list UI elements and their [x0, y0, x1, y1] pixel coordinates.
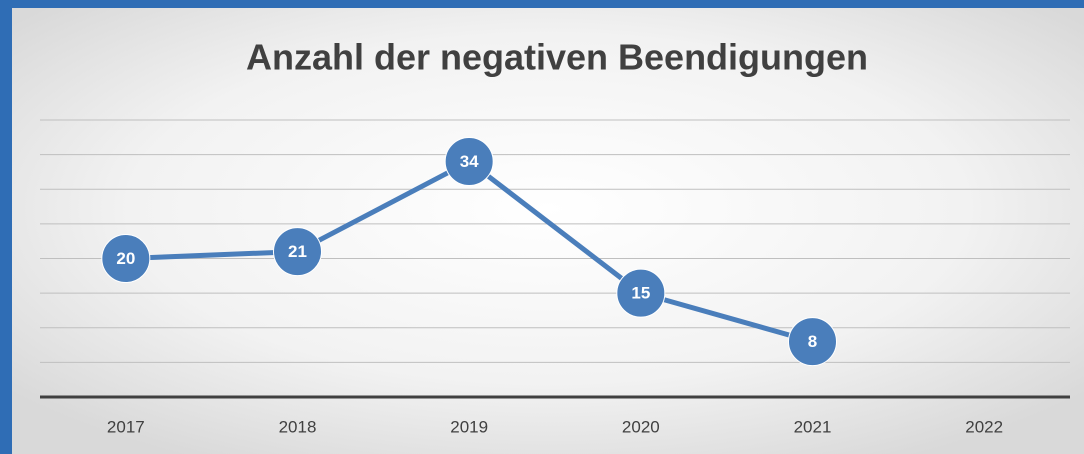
marker — [788, 317, 837, 367]
x-tick-label: 2020 — [622, 417, 660, 436]
data-label: 20 — [116, 249, 135, 268]
x-tick-label: 2022 — [965, 417, 1003, 436]
marker — [101, 234, 151, 283]
chart-title: Anzahl der negativen Beendigungen — [246, 37, 868, 78]
x-tick-label: 2017 — [107, 417, 145, 436]
x-tick-label: 2021 — [794, 417, 832, 436]
marker — [444, 137, 494, 187]
plot-background — [12, 8, 1084, 454]
data-label: 34 — [460, 152, 479, 171]
marker — [616, 268, 666, 318]
data-label: 8 — [808, 332, 817, 351]
marker — [273, 227, 322, 277]
x-tick-label: 2019 — [450, 417, 488, 436]
x-tick-label: 2018 — [279, 417, 317, 436]
data-label: 21 — [288, 242, 307, 261]
data-label: 15 — [631, 284, 650, 303]
